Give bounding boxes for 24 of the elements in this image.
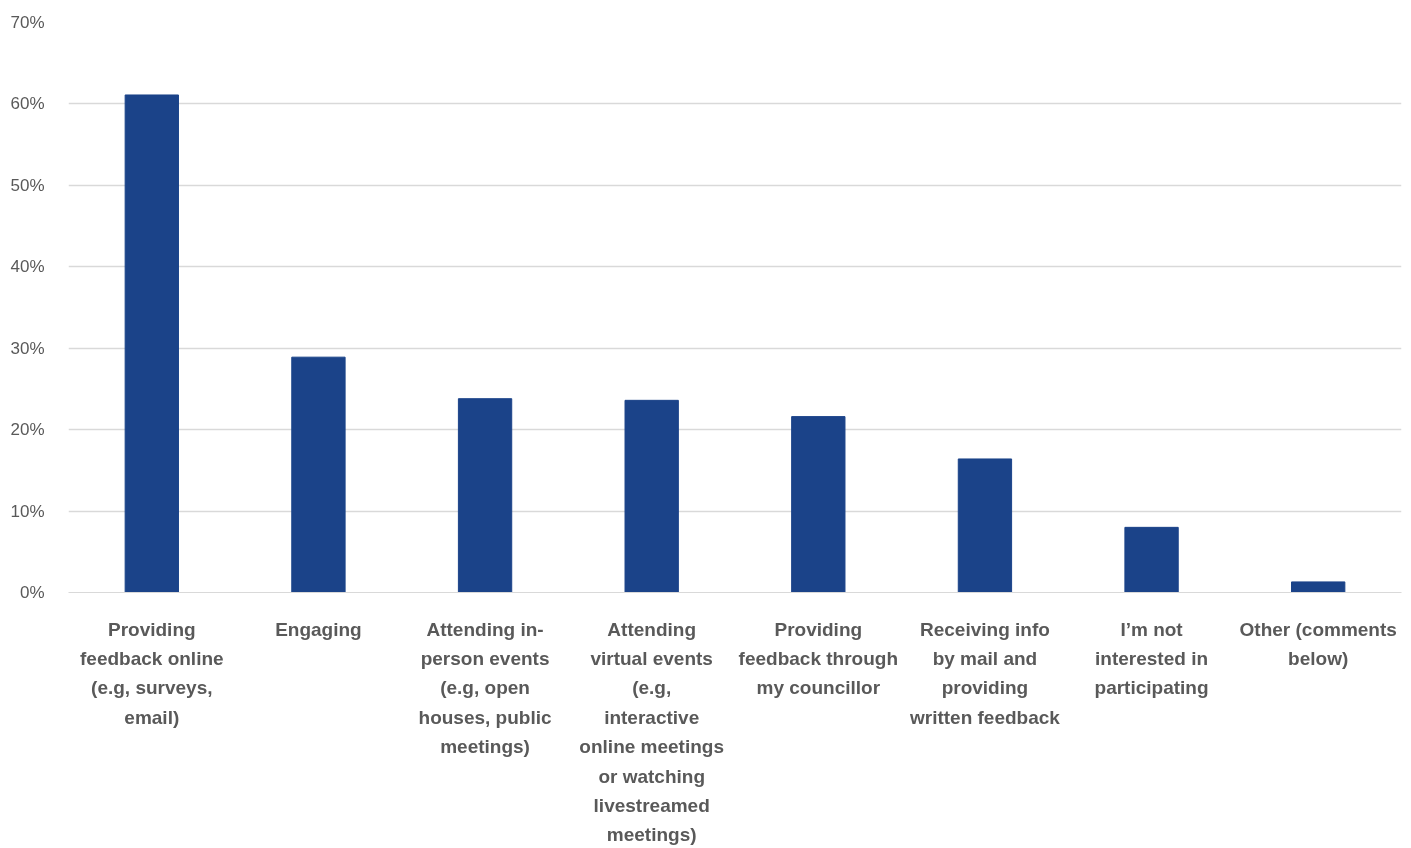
x-tick-label: Attending virtual events (e.g, interactive online meetings or watching livestreamed meetings) — [579, 618, 725, 846]
bar — [1124, 526, 1179, 593]
y-tick-label: 50% — [10, 175, 45, 195]
bar — [791, 416, 846, 593]
x-tick-label: Engaging — [275, 618, 362, 640]
bar — [291, 356, 346, 593]
x-tick-label: Other (comments below) — [1239, 618, 1397, 669]
bar — [124, 94, 179, 593]
y-tick-label: 30% — [10, 338, 45, 358]
bar — [624, 399, 679, 593]
y-tick-label: 20% — [10, 420, 45, 440]
y-tick-label: 40% — [10, 257, 45, 277]
bar — [457, 398, 513, 593]
x-tick-label: Receiving info by mail and providing written feedback — [908, 618, 1061, 728]
bar — [957, 458, 1013, 593]
y-tick-label: 10% — [10, 501, 45, 521]
bar — [1291, 581, 1346, 593]
y-tick-label: 70% — [10, 13, 45, 32]
y-tick-label: 0% — [19, 583, 45, 602]
y-tick-label: 60% — [10, 94, 45, 114]
x-tick-label: Attending in-person events (e.g, open houses, public meetings) — [418, 618, 552, 758]
x-tick-label: I’m not interested in participating — [1094, 618, 1209, 699]
x-tick-label: Providing feedback online (e.g, surveys, email) — [80, 618, 224, 728]
x-tick-label: Providing feedback through my councillor — [738, 618, 899, 699]
